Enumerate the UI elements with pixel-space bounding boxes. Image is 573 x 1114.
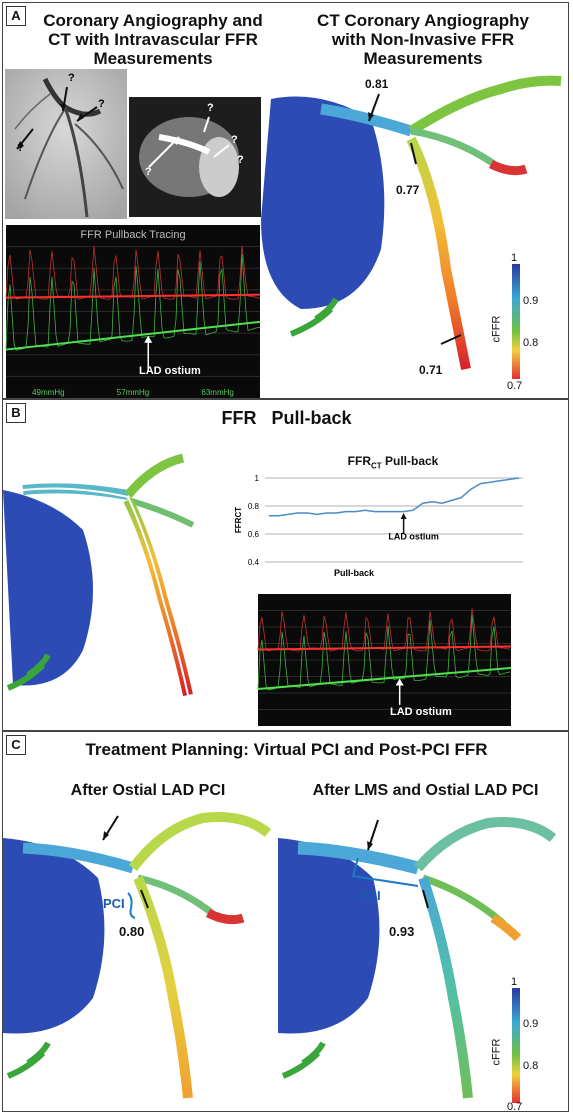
mean-aortic-line	[257, 645, 512, 651]
ffr-value: 0.81	[365, 77, 389, 91]
panel-b: B FFR Pull-back FFRCT Pull-back 1 0.8 0.6 0…	[2, 399, 569, 731]
ffrct-pullback-chart: 1 0.8 0.6 0.4 FFRCT Pull-back LAD ostium	[234, 474, 523, 578]
colorbar-min: 0.7	[507, 380, 523, 392]
ffrct-series-line	[269, 477, 520, 517]
annotation-label: LAD ostium	[388, 532, 439, 542]
coronary-model-c-left	[3, 812, 272, 1099]
ffr-pullback-tracing: FFR Pullback Tracing LAD ostium 49mmHg 5…	[5, 225, 261, 398]
colorbar	[512, 988, 520, 1103]
question-mark: ?	[231, 134, 238, 146]
colorbar-mid: 0.9	[523, 1018, 539, 1030]
y-tick-label: 0.8	[248, 502, 260, 511]
ffr-pullback-tracing-b: LAD ostium	[257, 594, 512, 726]
pressure-waveforms	[5, 245, 261, 377]
colorbar-label: cFFR	[490, 315, 503, 343]
aortic-pressure-wave	[257, 608, 511, 652]
y-axis-label: FFRCT	[234, 507, 243, 533]
panel-a-left-title: Coronary Angiography and CT with Intrava…	[43, 11, 263, 69]
x-axis-label: Pull-back	[334, 568, 375, 578]
panel-c-left-title: After Ostial LAD PCI	[70, 782, 226, 799]
panel-a-right-title: CT Coronary Angiography with Non-Invasiv…	[317, 11, 529, 69]
coronary-model-c-right	[278, 817, 557, 1099]
question-mark: ?	[207, 102, 214, 114]
ostium-arrowhead	[144, 335, 153, 343]
annotation-arrowhead	[400, 513, 407, 519]
footer-value: 49mmHg	[32, 388, 65, 397]
question-mark: ?	[145, 166, 152, 178]
distal-pressure-wave	[5, 254, 261, 351]
mean-distal-line	[257, 666, 512, 691]
question-mark: ?	[98, 98, 105, 110]
panel-c-right-title: After LMS and Ostial LAD PCI	[312, 782, 539, 799]
panel-label: B	[6, 403, 26, 423]
ffr-value-right: 0.93	[389, 924, 415, 939]
question-mark: ?	[68, 72, 75, 84]
ffr-value: 0.71	[419, 363, 443, 377]
colorbar-max: 1	[511, 976, 518, 988]
chart-title-main: FFR	[347, 454, 371, 468]
angiography-image: ? ? ?	[5, 69, 127, 219]
colorbar-mid: 0.9	[523, 295, 539, 307]
y-tick-label: 0.4	[248, 558, 260, 567]
pci-label: PCI	[103, 896, 125, 911]
colorbar	[512, 264, 520, 379]
pci-label: PCI	[359, 888, 381, 903]
panel-label: A	[6, 6, 26, 26]
y-tick-label: 1	[255, 474, 260, 483]
mean-aortic-line	[5, 293, 261, 299]
ffr-value: 0.77	[396, 183, 420, 197]
colorbar-label: cFFR	[490, 1038, 503, 1066]
y-tick-label: 0.6	[248, 530, 260, 539]
coronary-model-b	[3, 453, 195, 697]
tracing-marker: LAD ostium	[390, 706, 452, 718]
tracing-marker: LAD ostium	[139, 365, 201, 377]
ct-image: ? ? ? ?	[129, 97, 261, 217]
panel-label: C	[6, 735, 26, 755]
tracing-title: FFR Pullback Tracing	[80, 229, 186, 241]
aortic-pressure-wave	[5, 245, 261, 300]
ffrct-chart-title: FFRCT Pull-back	[273, 454, 513, 470]
question-mark: ?	[237, 154, 244, 166]
colorbar-low: 0.8	[523, 1060, 539, 1072]
question-mark: ?	[17, 142, 24, 154]
tracing-footer: 49mmHg 57mmHg 63mmHg	[6, 388, 260, 397]
ostium-arrowhead	[395, 678, 404, 686]
mean-distal-line	[5, 320, 261, 351]
panel-c: C Treatment Planning: Virtual PCI and Po…	[2, 731, 569, 1112]
chart-title-rest: Pull-back	[381, 454, 439, 468]
distal-pressure-wave	[257, 614, 511, 691]
footer-value: 57mmHg	[116, 388, 150, 397]
chart-title-sub: CT	[370, 461, 382, 471]
panel-c-title: Treatment Planning: Virtual PCI and Post…	[85, 740, 488, 759]
ffr-value-left: 0.80	[119, 924, 145, 939]
colorbar-max: 1	[511, 252, 518, 264]
panel-b-title: FFR Pull-back	[221, 408, 352, 428]
pressure-waveforms	[257, 608, 512, 710]
colorbar-low: 0.8	[523, 337, 539, 349]
footer-value: 63mmHg	[201, 388, 234, 397]
coronary-model-a	[261, 75, 562, 370]
panel-a: A Coronary Angiography and CT with Intra…	[2, 2, 569, 399]
colorbar-min: 0.7	[507, 1101, 523, 1112]
